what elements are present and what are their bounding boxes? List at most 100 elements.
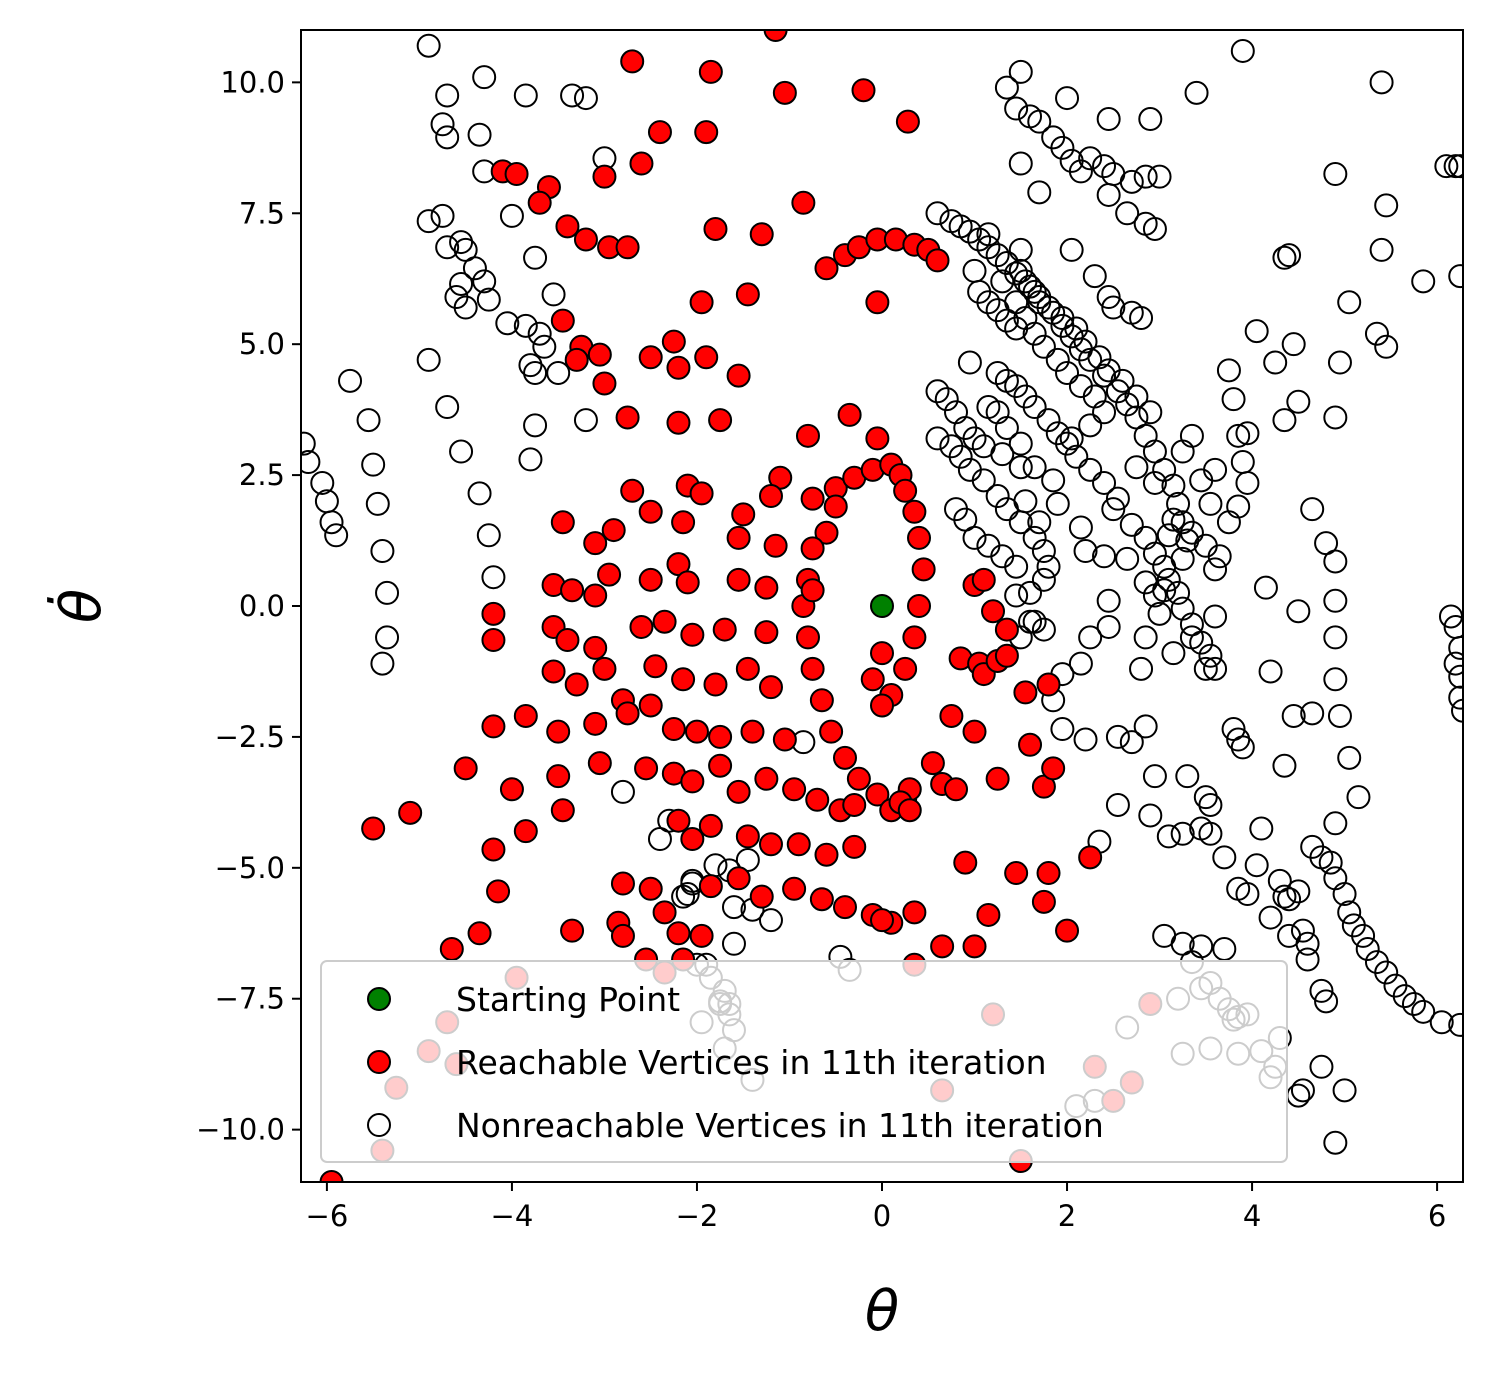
reachable-point	[1055, 918, 1080, 943]
nonreachable-point	[1161, 507, 1186, 532]
reachable-point	[800, 536, 825, 561]
nonreachable-point	[1078, 146, 1103, 171]
nonreachable-point	[976, 235, 1001, 260]
nonreachable-point	[1258, 905, 1283, 930]
reachable-point	[731, 502, 756, 527]
nonreachable-point	[1073, 539, 1098, 564]
reachable-point	[550, 510, 575, 535]
reachable-point	[560, 918, 585, 943]
reachable-point	[865, 782, 890, 807]
nonreachable-point	[957, 219, 982, 244]
x-tick-label: −4	[491, 1199, 534, 1233]
reachable-point	[930, 934, 955, 959]
nonreachable-point	[1142, 470, 1167, 495]
nonreachable-point	[476, 287, 501, 312]
nonreachable-point	[721, 895, 746, 920]
reachable-point	[953, 850, 978, 875]
y-tick-label: −7.5	[215, 982, 285, 1016]
nonreachable-point	[1092, 470, 1117, 495]
reachable-point	[675, 570, 700, 595]
nonreachable-point	[1119, 730, 1144, 755]
reachable-point	[758, 675, 783, 700]
nonreachable-point	[518, 353, 543, 378]
nonreachable-point	[338, 368, 363, 393]
nonreachable-point	[1295, 931, 1320, 956]
reachable-point	[832, 745, 857, 770]
reachable-point	[819, 719, 844, 744]
nonreachable-point	[1013, 489, 1038, 514]
nonreachable-point	[1050, 135, 1075, 160]
reachable-point	[481, 714, 506, 739]
nonreachable-point	[449, 271, 474, 296]
nonreachable-point	[1244, 853, 1269, 878]
reachable-point	[587, 342, 612, 367]
nonreachable-point	[1124, 384, 1149, 409]
nonreachable-point	[721, 931, 746, 956]
nonreachable-point	[1272, 408, 1297, 433]
reachable-point	[897, 798, 922, 823]
reachable-point	[573, 227, 598, 252]
nonreachable-point	[1166, 491, 1191, 516]
reachable-point	[546, 719, 571, 744]
nonreachable-point	[1129, 656, 1154, 681]
nonreachable-point	[1281, 332, 1306, 357]
nonreachable-point	[541, 282, 566, 307]
nonreachable-point	[1004, 583, 1029, 608]
reachable-point	[902, 625, 927, 650]
reachable-point	[846, 766, 871, 791]
nonreachable-point	[1004, 316, 1029, 341]
y-tick-label: 10.0	[220, 65, 285, 99]
nonreachable-point	[925, 201, 950, 226]
reachable-point	[647, 120, 672, 145]
nonreachable-point	[976, 222, 1001, 247]
reachable-point	[398, 800, 423, 825]
nonreachable-point	[1337, 900, 1362, 925]
nonreachable-point	[1101, 295, 1126, 320]
nonreachable-point	[495, 311, 520, 336]
nonreachable-point	[301, 450, 321, 474]
reachable-point	[680, 769, 705, 794]
nonreachable-point	[1300, 497, 1325, 522]
nonreachable-point	[1078, 413, 1103, 438]
nonreachable-point	[1364, 321, 1389, 346]
x-tick-label: 0	[873, 1199, 891, 1233]
nonreachable-point	[356, 408, 381, 433]
reachable-point	[698, 813, 723, 838]
nonreachable-point	[1105, 486, 1130, 511]
nonreachable-point	[1156, 567, 1181, 592]
reachable-point	[689, 290, 714, 315]
reachable-point	[860, 667, 885, 692]
reachable-point	[527, 190, 552, 215]
nonreachable-point	[1078, 625, 1103, 650]
nonreachable-point	[1096, 107, 1121, 132]
reachable-point	[1036, 861, 1061, 886]
reachable-point	[865, 290, 890, 315]
reachable-point	[671, 667, 696, 692]
nonreachable-point	[453, 295, 478, 320]
reachable-point	[907, 525, 932, 550]
reachable-point	[726, 779, 751, 804]
nonreachable-point	[1323, 1130, 1348, 1155]
nonreachable-point	[1022, 525, 1047, 550]
reachable-point	[610, 871, 635, 896]
nonreachable-point	[1022, 279, 1047, 304]
nonreachable-point	[1133, 714, 1158, 739]
reachable-point	[985, 766, 1010, 791]
reachable-point	[763, 30, 788, 42]
nonreachable-point	[1082, 264, 1107, 289]
reachable-point	[620, 478, 645, 503]
nonreachable-point	[1115, 546, 1140, 571]
nonreachable-point	[1179, 625, 1204, 650]
reachable-point	[689, 481, 714, 506]
reachable-point	[661, 717, 686, 742]
nonreachable-point	[1045, 347, 1070, 372]
reachable-point	[467, 921, 492, 946]
nonreachable-point	[1411, 269, 1436, 294]
nonreachable-point	[1115, 201, 1140, 226]
nonreachable-point	[1235, 470, 1260, 495]
nonreachable-point	[1203, 656, 1228, 681]
nonreachable-point	[1253, 575, 1278, 600]
y-tick-label: 5.0	[239, 327, 285, 361]
nonreachable-point	[416, 209, 441, 234]
nonreachable-point	[994, 75, 1019, 100]
